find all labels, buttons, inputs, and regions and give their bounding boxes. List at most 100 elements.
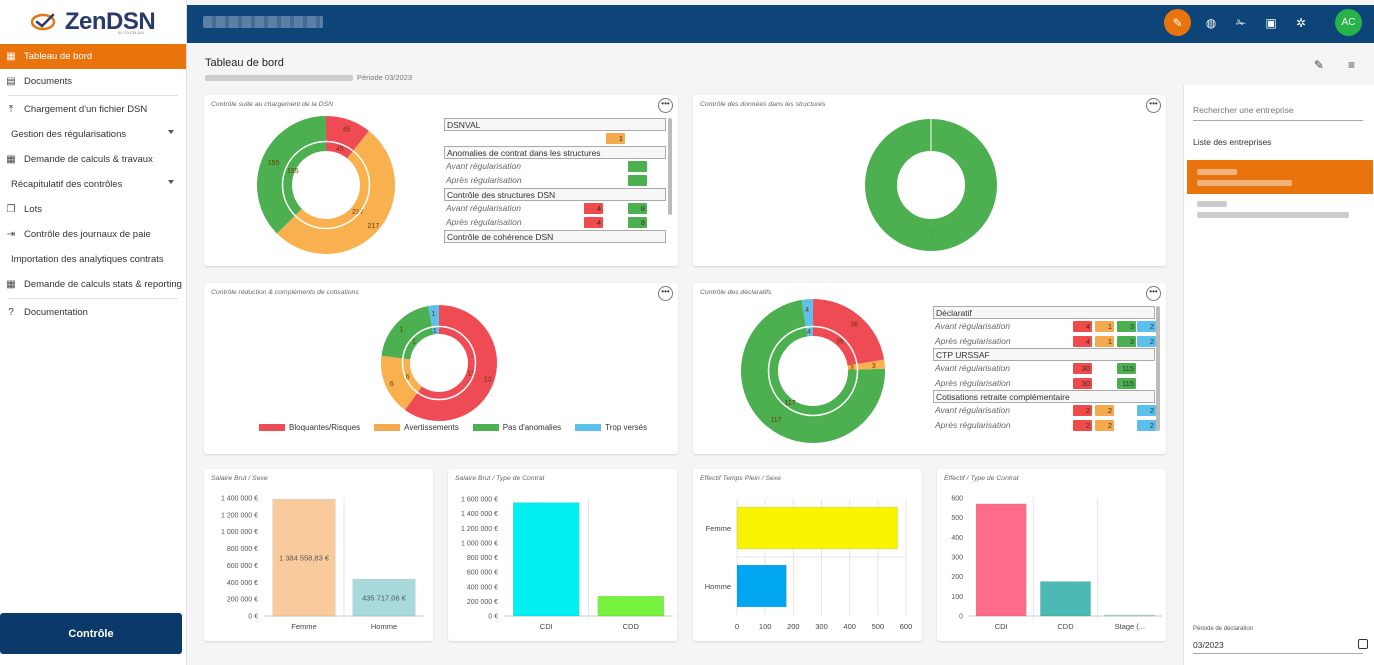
status-count-badge[interactable]: 2 — [1137, 335, 1156, 347]
sidebar-item-recapitulatif[interactable]: Récapitulatif des contrôles — [0, 172, 186, 197]
donut-outer-segment[interactable] — [428, 305, 440, 328]
pencil-icon[interactable]: ✎ — [1313, 58, 1324, 72]
status-count-badge[interactable] — [628, 175, 647, 186]
checklist-icon[interactable]: ✎ — [1164, 9, 1191, 36]
status-count-badge[interactable]: 2 — [1095, 419, 1114, 431]
legend-item[interactable]: Trop versés — [575, 423, 647, 432]
avatar[interactable]: AC — [1335, 9, 1362, 36]
status-count-badge[interactable]: 1 — [1095, 335, 1114, 347]
logo[interactable]: ZenDSN — [0, 0, 186, 43]
donut-outer-segment[interactable] — [856, 359, 885, 370]
bar[interactable] — [597, 596, 664, 617]
sidebar-item-regularisations[interactable]: Gestion des régularisations — [0, 122, 186, 147]
sidebar-item-journaux-paie[interactable]: ⇥ Contrôle des journaux de paie — [0, 222, 186, 247]
bar[interactable] — [352, 579, 416, 617]
status-count-badge[interactable]: 4 — [1073, 321, 1092, 332]
more-options-icon[interactable]: ••• — [658, 98, 673, 113]
donut-outer-segment[interactable] — [801, 299, 814, 328]
legend-item[interactable]: Bloquantes/Risques — [259, 423, 360, 432]
screen-icon[interactable]: ▣ — [1265, 15, 1277, 30]
bar[interactable] — [975, 503, 1027, 617]
status-count-badge[interactable]: 4 — [584, 202, 603, 214]
legend-item[interactable]: Pas d'anomalies — [472, 423, 561, 432]
gear-icon[interactable]: ✲ — [1295, 15, 1307, 30]
donut-inner-segment[interactable] — [812, 326, 858, 366]
status-count-badge[interactable] — [628, 160, 647, 172]
bar[interactable] — [1040, 581, 1091, 617]
donut-outer-segment[interactable] — [325, 116, 369, 152]
sidebar-item-documentation[interactable]: ? Documentation — [0, 300, 186, 325]
sidebar-item-documents[interactable]: ▤ Documents — [0, 69, 186, 94]
donut-inner-segment[interactable] — [282, 141, 327, 216]
status-count-badge[interactable]: 2 — [1137, 419, 1156, 431]
status-count-badge[interactable]: 30 — [1073, 377, 1092, 389]
more-options-icon[interactable]: ••• — [1146, 286, 1161, 301]
card-salaire-contrat: Salaire Brut / Type de Contrat 1 600 000… — [448, 469, 677, 641]
sidebar-item-label: Lots — [24, 204, 42, 215]
donut-outer-segment[interactable] — [812, 299, 885, 365]
grid-icon: ▦ — [6, 153, 16, 165]
donut-inner-segment[interactable] — [768, 326, 858, 416]
legend-item[interactable]: Avertissements — [374, 423, 459, 432]
status-count-badge[interactable]: 1 — [1095, 321, 1114, 332]
status-count-badge[interactable]: 8 — [628, 202, 647, 214]
status-count-badge[interactable]: 30 — [1073, 363, 1092, 374]
sidebar-item-demande-calculs[interactable]: ▦ Demande de calculs & travaux — [0, 147, 186, 172]
more-options-icon[interactable]: ••• — [1146, 98, 1161, 113]
bar[interactable] — [736, 564, 787, 608]
sidebar-item-tableau-de-bord[interactable]: ▦ Tableau de bord — [0, 44, 186, 69]
sidebar-item-importation[interactable]: Importation des analytiques contrats — [0, 247, 186, 272]
donut-outer-segment[interactable] — [276, 131, 395, 254]
status-count-badge[interactable]: 2 — [1095, 405, 1114, 416]
search-input[interactable]: Rechercher une entreprise — [1193, 105, 1363, 121]
donut-inner-segment[interactable] — [432, 326, 440, 335]
menu-icon[interactable]: ≡ — [1347, 58, 1355, 72]
row-label: Après régularisation — [935, 419, 1011, 430]
company-info-redacted — [1197, 180, 1292, 186]
sidebar-item-chargement[interactable]: ⤒ Chargement d'un fichier DSN — [0, 97, 186, 122]
donut-inner-segment[interactable] — [402, 326, 434, 360]
donut-outer-segment[interactable] — [404, 305, 497, 421]
calendar-icon[interactable] — [1358, 639, 1368, 649]
status-count-badge[interactable]: 115 — [1117, 377, 1136, 389]
donut-outer-segment[interactable] — [381, 306, 433, 360]
status-count-badge[interactable]: 4 — [584, 217, 603, 228]
y-tick-label: 600 000 € — [227, 563, 258, 570]
bar[interactable] — [272, 499, 336, 617]
card-title: Contrôle suite au chargement de la DSN — [211, 101, 334, 108]
status-count-badge[interactable]: 2 — [1073, 405, 1092, 416]
status-count-badge[interactable]: 2 — [1137, 405, 1156, 416]
status-count-badge[interactable]: 2 — [1137, 321, 1156, 332]
donut-outer-segment[interactable] — [381, 355, 419, 410]
sidebar-item-lots[interactable]: ❐ Lots — [0, 197, 186, 222]
status-count-badge[interactable]: 115 — [1117, 363, 1136, 374]
donut-outer-segment[interactable] — [257, 116, 327, 234]
sidebar-item-stats-reporting[interactable]: ▦ Demande de calculs stats & reporting — [0, 272, 186, 297]
status-count-badge[interactable]: 3 — [1117, 335, 1136, 347]
company-item[interactable] — [1187, 195, 1373, 229]
controle-button[interactable]: Contrôle — [0, 613, 182, 654]
status-count-badge[interactable]: 1 — [606, 133, 625, 144]
status-count-badge[interactable]: 2 — [1073, 419, 1092, 431]
bar[interactable] — [1104, 614, 1156, 617]
company-item-selected[interactable] — [1187, 160, 1373, 194]
donut-inner-segment[interactable] — [417, 326, 476, 400]
donut-inner-segment[interactable] — [325, 141, 354, 159]
donut-inner-segment[interactable] — [294, 150, 370, 229]
scrollbar[interactable] — [668, 118, 672, 215]
more-options-icon[interactable]: ••• — [658, 286, 673, 301]
globe-icon[interactable]: ◍ — [1205, 15, 1217, 30]
donut-cotisations: 13 13 6 6 1 1 1 1 — [381, 305, 497, 421]
bar[interactable] — [736, 506, 898, 550]
row-label: Avant régularisation — [935, 405, 1010, 415]
status-count-badge[interactable]: 4 — [1073, 335, 1092, 347]
wrench-icon[interactable]: ✁ — [1235, 15, 1247, 30]
card-cotisations: Contrôle réduction & compléments de coti… — [204, 283, 678, 454]
status-count-badge[interactable]: 3 — [1117, 321, 1136, 332]
bar[interactable] — [513, 502, 580, 617]
donut-inner-segment[interactable] — [402, 358, 423, 393]
status-count-badge[interactable]: 8 — [628, 217, 647, 228]
period-input[interactable]: 03/2023 — [1193, 640, 1363, 654]
donut-outer-segment[interactable] — [741, 299, 885, 443]
scrollbar[interactable] — [1156, 306, 1160, 431]
